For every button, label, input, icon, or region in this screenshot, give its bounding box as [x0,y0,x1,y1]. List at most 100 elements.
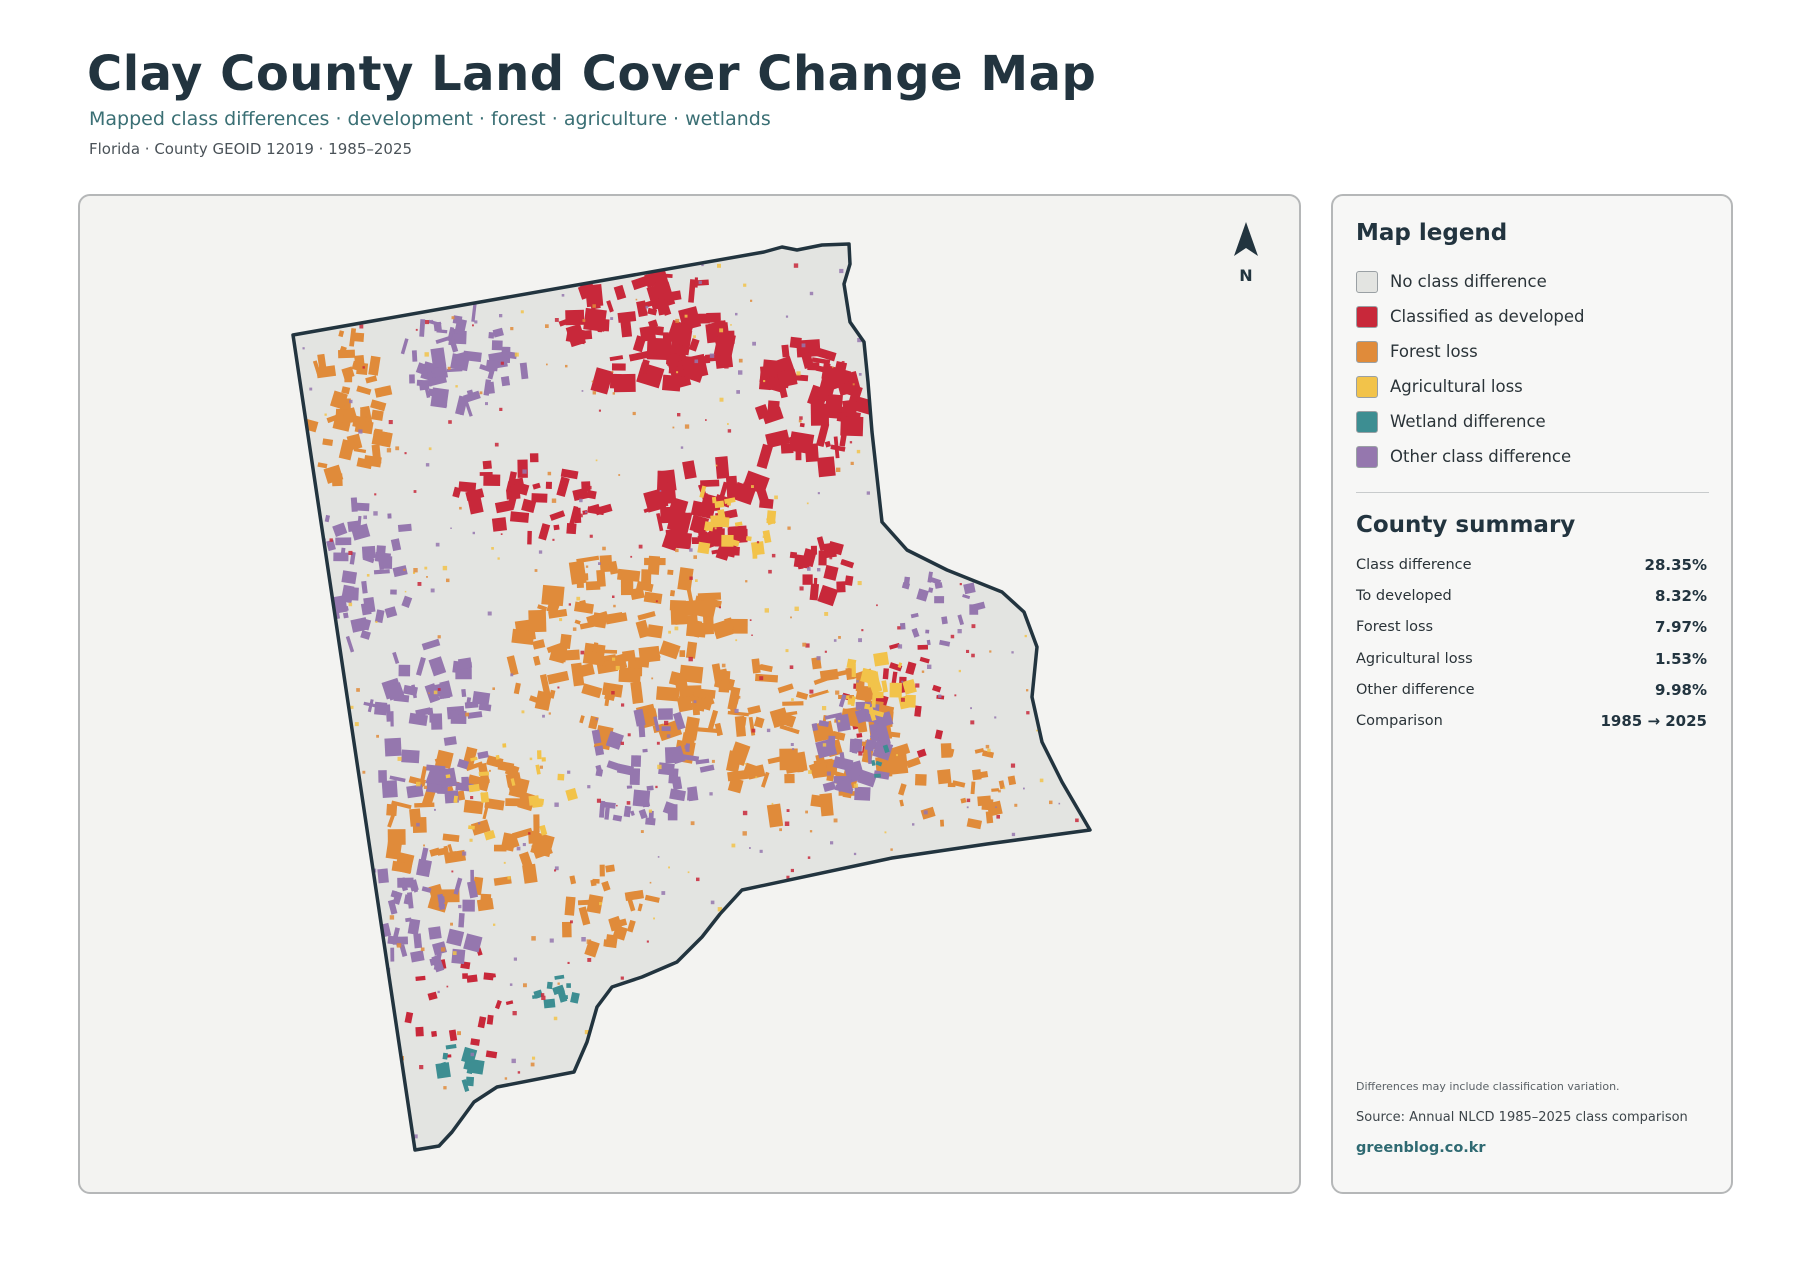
change-patch-other [450,710,467,725]
change-speckle [428,447,432,451]
summary-value: 1985 → 2025 [1600,712,1707,731]
change-speckle [1071,621,1076,626]
brand-link[interactable]: greenblog.co.kr [1356,1140,1486,1156]
change-speckle [1014,803,1018,807]
change-speckle [966,798,971,803]
change-speckle [856,680,859,683]
change-patch-developed [789,551,798,559]
change-patch-developed [652,325,664,336]
change-patch-other [934,596,945,604]
change-patch-developed [715,456,730,479]
change-speckle [869,353,871,356]
change-speckle [719,606,721,609]
change-speckle [610,317,614,320]
change-speckle [366,574,370,577]
change-patch-forest-loss [618,667,641,683]
change-patch-other [377,868,389,884]
change-speckle [415,328,418,331]
change-patch-developed [470,1038,480,1046]
change-patch-forest-loss [729,705,735,713]
change-patch-other [934,582,943,589]
change-patch-developed [882,668,889,680]
change-speckle [531,936,536,941]
change-patch-forest-loss [605,864,616,873]
change-patch-developed [742,470,770,495]
change-patch-other [428,656,447,677]
change-speckle [442,402,448,407]
change-speckle [447,366,451,370]
change-patch-forest-loss [442,833,460,843]
change-speckle [362,291,367,296]
change-speckle [1072,1105,1075,1108]
change-speckle [763,380,766,383]
change-patch-other [815,738,838,759]
change-patch-forest-loss [373,428,383,439]
change-patch-forest-loss [531,839,553,859]
change-patch-forest-loss [782,701,804,706]
county-map[interactable] [80,196,1301,1194]
change-speckle [675,548,679,553]
change-patch-other [648,810,654,822]
change-patch-forest-loss [434,749,454,769]
change-speckle [972,1124,976,1128]
change-speckle [1036,729,1038,732]
change-speckle [627,733,631,737]
change-patch-agricultural-loss [872,691,884,699]
change-patch-forest-loss [532,639,546,650]
change-speckle [595,459,598,462]
summary-label: Other difference [1356,681,1475,698]
change-speckle [648,263,651,265]
change-patch-other [429,958,436,966]
change-speckle [478,822,481,825]
change-speckle [964,903,969,909]
change-patch-forest-loss [592,642,599,653]
change-patch-agricultural-loss [537,750,542,760]
change-patch-agricultural-loss [873,651,890,667]
change-patch-developed [485,1050,498,1059]
change-patch-other [393,693,410,703]
change-patch-agricultural-loss [711,496,717,504]
change-patch-developed [661,502,669,507]
change-speckle [921,670,925,673]
change-speckle [784,821,790,826]
change-speckle [587,785,591,789]
change-patch-developed [889,662,903,672]
change-speckle [833,639,837,642]
change-speckle [766,728,771,733]
change-patch-developed [776,368,798,388]
change-patch-forest-loss [577,899,591,906]
change-speckle [808,770,812,774]
change-patch-developed [597,318,610,332]
change-patch-forest-loss [322,438,334,447]
change-patch-forest-loss [659,640,681,660]
change-patch-forest-loss [409,808,422,827]
change-patch-other [406,784,424,799]
change-patch-forest-loss [1007,775,1017,786]
change-patch-other [363,701,378,708]
change-patch-other [672,711,686,731]
change-speckle [1028,977,1033,983]
change-speckle [517,1071,521,1074]
change-patch-other [439,896,446,904]
page-title: Clay County Land Cover Change Map [87,46,1097,102]
change-speckle [985,744,990,749]
change-patch-other [390,589,397,595]
change-speckle [936,400,941,405]
change-patch-forest-loss [317,462,328,469]
change-patch-developed [566,522,577,535]
change-patch-forest-loss [650,594,655,601]
legend-item-agricultural-loss: Agricultural loss [1356,369,1585,404]
change-speckle [615,1138,619,1143]
change-speckle [717,732,720,736]
change-speckle [719,328,724,333]
change-speckle [630,1050,634,1055]
change-patch-developed [517,459,528,478]
change-speckle [928,965,932,969]
map-panel[interactable] [78,194,1301,1194]
change-speckle [487,611,492,616]
change-patch-other [390,538,402,552]
change-speckle [386,448,392,453]
change-speckle [966,649,970,653]
change-patch-other [357,515,362,528]
change-speckle [927,273,932,278]
